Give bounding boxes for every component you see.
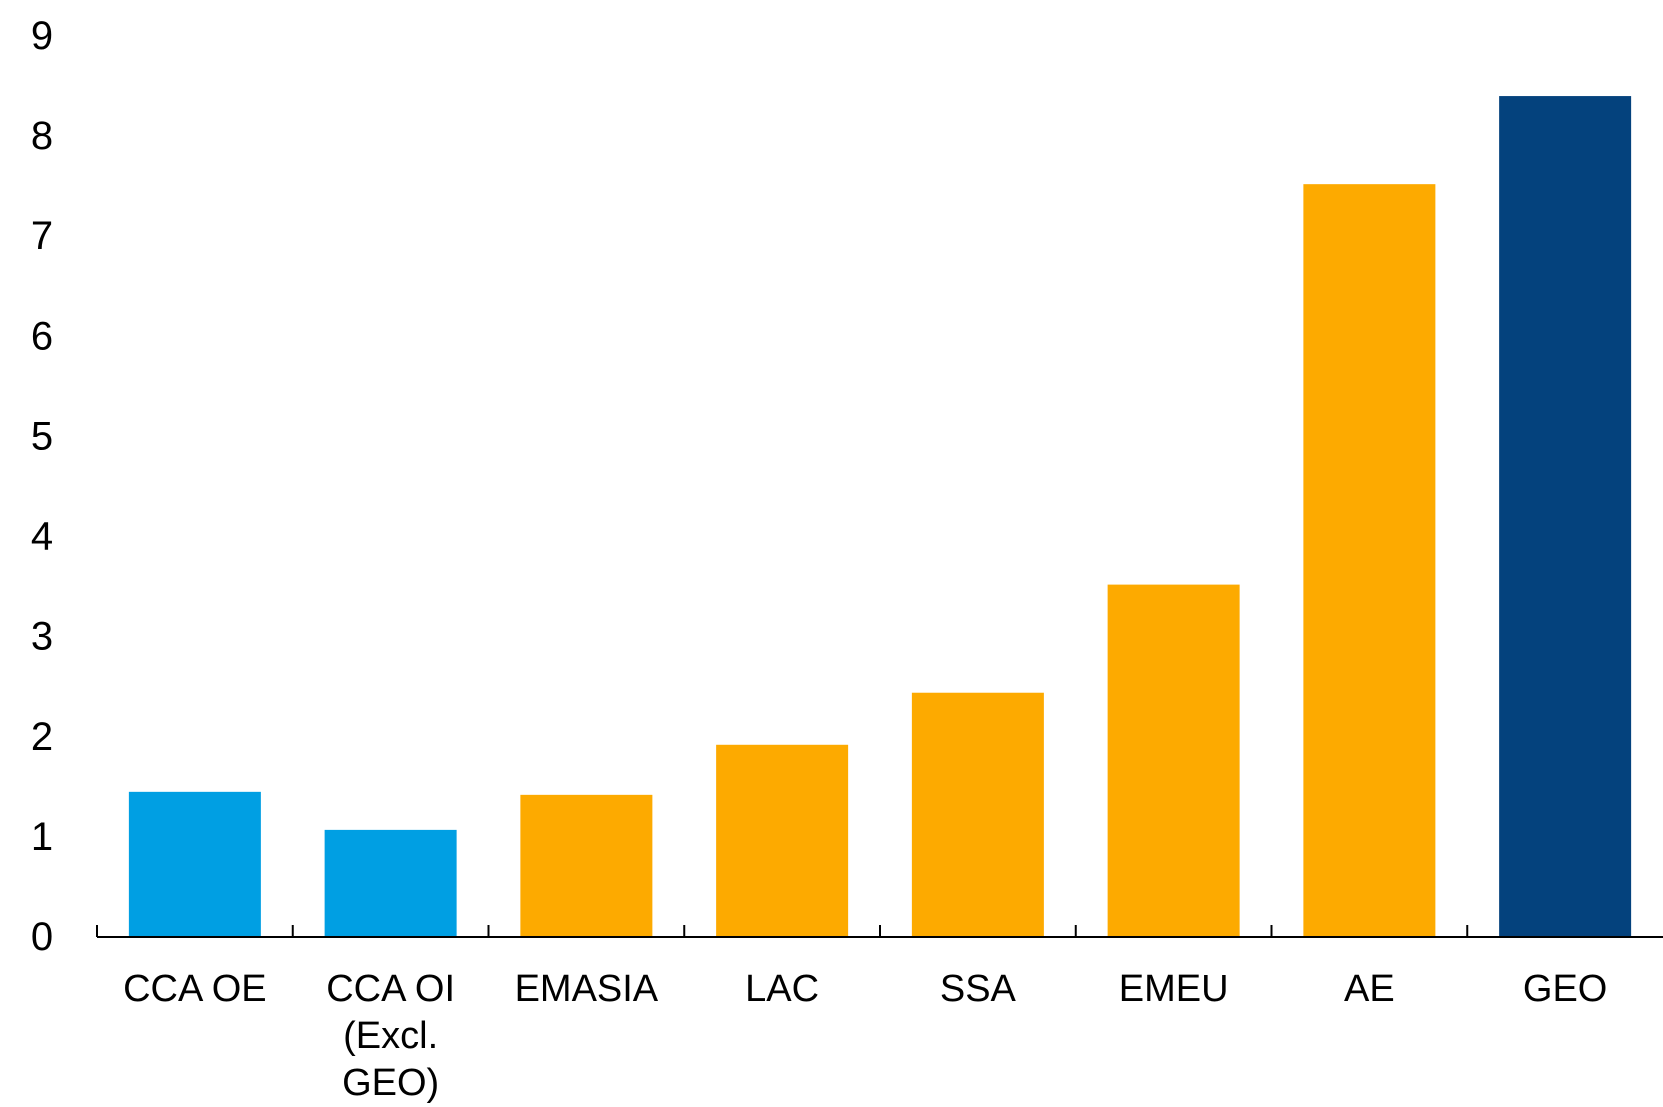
y-axis-tick-labels: 0 1 2 3 4 5 6 7 8 9 <box>31 14 53 959</box>
bar-lac <box>716 744 849 937</box>
x-axis-category-labels: CCA OE CCA OI (Excl. GEO) EMASIA LAC SSA EMEU AE… <box>123 968 1607 1104</box>
x-category-label-line: CCA OE <box>123 968 267 1010</box>
bar-cca-oi-excl-geo <box>324 829 457 937</box>
y-tick-label-6: 6 <box>31 314 53 358</box>
x-category-label-line: EMASIA <box>515 968 659 1010</box>
y-tick-label-4: 4 <box>31 515 53 559</box>
y-tick-label-0: 0 <box>31 915 53 959</box>
x-category-label-2: EMASIA <box>515 968 659 1010</box>
x-category-label-0: CCA OE <box>123 968 267 1010</box>
bar-emeu <box>1107 584 1240 937</box>
x-category-label-3: LAC <box>745 968 819 1010</box>
y-tick-label-8: 8 <box>31 114 53 158</box>
bar-geo <box>1499 96 1632 938</box>
bar-emasia <box>520 794 653 937</box>
bar-ssa <box>911 692 1044 937</box>
x-category-label-7: GEO <box>1523 968 1607 1010</box>
y-tick-label-5: 5 <box>31 414 53 458</box>
y-tick-label-1: 1 <box>31 815 53 859</box>
x-category-label-1: CCA OI (Excl. GEO) <box>326 968 455 1104</box>
x-category-label-line: SSA <box>940 968 1017 1010</box>
y-tick-label-7: 7 <box>31 214 53 258</box>
x-category-label-line: EMEU <box>1119 968 1229 1010</box>
x-category-label-line: CCA OI <box>326 968 455 1010</box>
x-category-label-line: (Excl. <box>343 1015 438 1057</box>
x-category-label-4: SSA <box>940 968 1017 1010</box>
bars <box>128 96 1632 938</box>
x-category-label-line: LAC <box>745 968 819 1010</box>
y-tick-label-9: 9 <box>31 14 53 58</box>
x-category-label-6: AE <box>1344 968 1395 1010</box>
x-category-label-line: AE <box>1344 968 1395 1010</box>
y-tick-label-3: 3 <box>31 615 53 659</box>
x-axis <box>96 925 1663 938</box>
bar-cca-oe <box>128 791 261 937</box>
y-tick-label-2: 2 <box>31 715 53 759</box>
x-category-label-5: EMEU <box>1119 968 1229 1010</box>
x-category-label-line: GEO) <box>342 1062 439 1104</box>
bar-ae <box>1303 184 1436 938</box>
x-category-label-line: GEO <box>1523 968 1607 1010</box>
